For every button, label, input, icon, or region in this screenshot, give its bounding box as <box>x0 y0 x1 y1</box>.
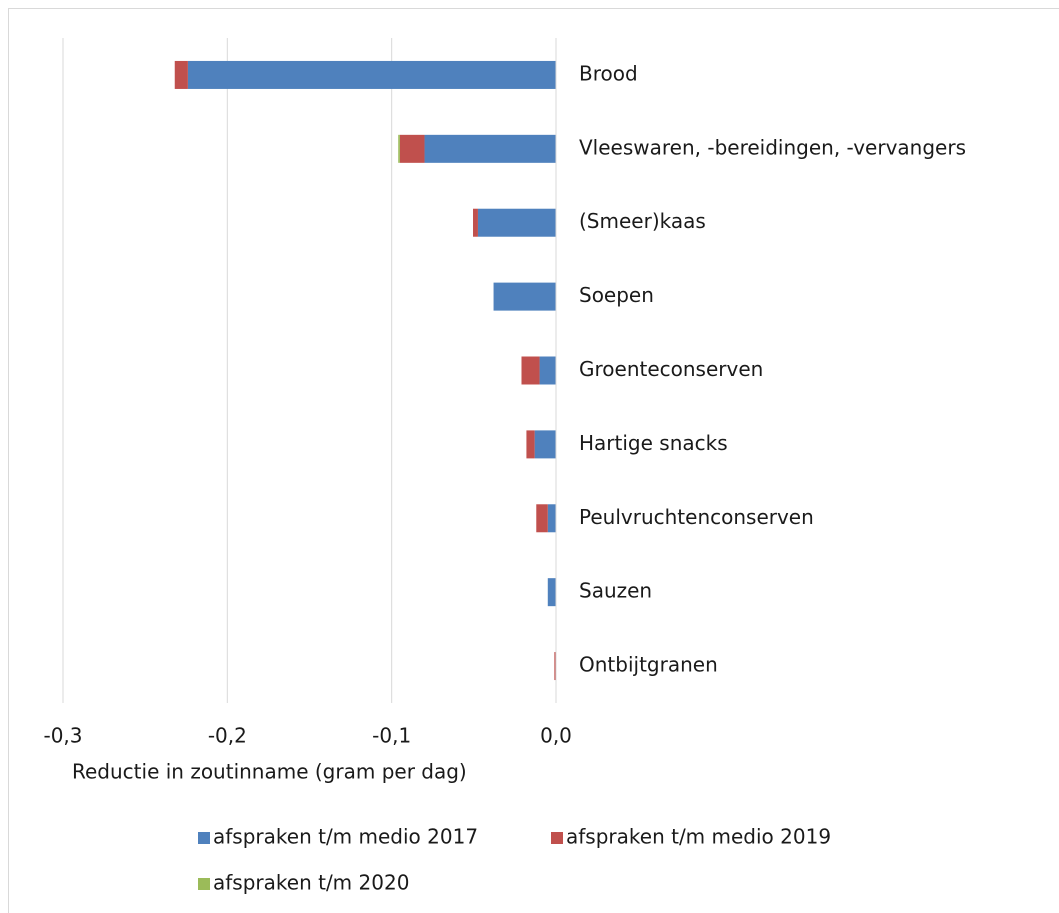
bar-segment <box>526 430 535 459</box>
category-label: Hartige snacks <box>579 431 728 455</box>
bar-segment <box>521 356 540 385</box>
legend-swatch <box>551 832 563 844</box>
category-label: Brood <box>579 61 638 85</box>
x-tick-label: -0,3 <box>43 724 82 748</box>
category-label: Groenteconserven <box>579 357 763 381</box>
x-tick-label: -0,2 <box>208 724 247 748</box>
bar-segment <box>547 578 556 607</box>
bar-segment <box>547 504 556 533</box>
category-label: Sauzen <box>579 579 652 603</box>
bar-segment <box>536 504 548 533</box>
legend-swatch <box>198 832 210 844</box>
legend-label: afspraken t/m 2020 <box>213 871 409 895</box>
bar-segment <box>187 60 557 89</box>
bar-segment <box>493 282 556 311</box>
bar-segment <box>534 430 556 459</box>
legend-swatch <box>198 878 210 890</box>
legend-label: afspraken t/m medio 2017 <box>213 825 478 849</box>
bar-segment <box>398 134 400 163</box>
bar-segment <box>477 208 556 237</box>
legend-label: afspraken t/m medio 2019 <box>566 825 831 849</box>
category-label: Vleeswaren, -bereidingen, -vervangers <box>579 135 966 159</box>
bar-segment <box>539 356 556 385</box>
bar-segment <box>424 134 556 163</box>
category-label: Ontbijtgranen <box>579 653 718 677</box>
category-label: Soepen <box>579 283 654 307</box>
x-tick-label: 0,0 <box>540 724 572 748</box>
category-label: Peulvruchtenconserven <box>579 505 814 529</box>
bar-segment <box>473 208 478 237</box>
bar-segment <box>554 652 556 681</box>
category-label: (Smeer)kaas <box>579 209 706 233</box>
bar-segment <box>399 134 425 163</box>
bar-segment <box>174 60 188 89</box>
x-axis-title: Reductie in zoutinname (gram per dag) <box>72 760 467 784</box>
x-tick-label: -0,1 <box>372 724 411 748</box>
